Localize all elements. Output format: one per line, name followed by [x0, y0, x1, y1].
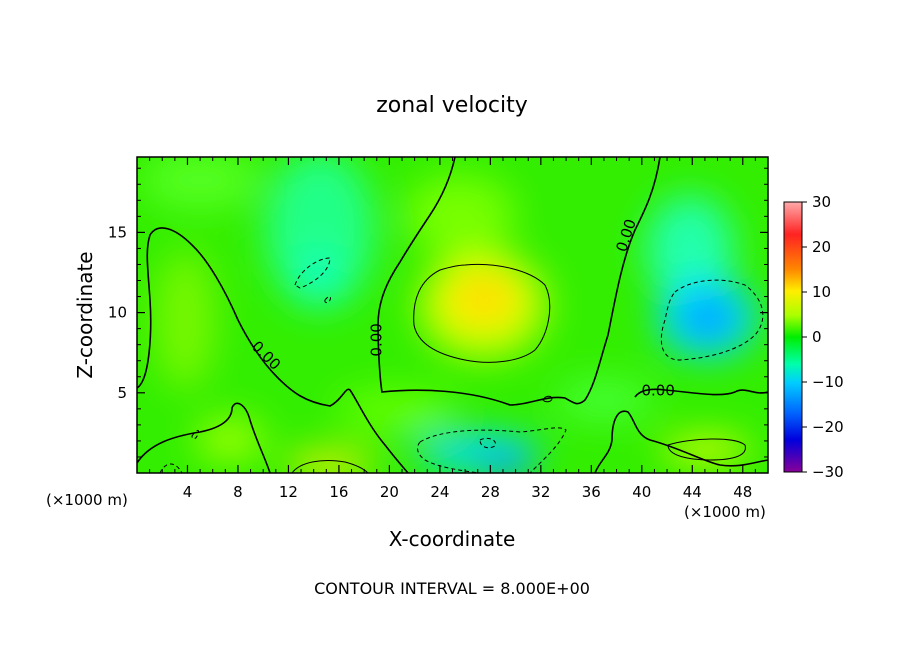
contour-8-center-max — [413, 263, 551, 363]
colorbar-tick-label: −10 — [812, 373, 844, 391]
x-tick-label: 24 — [430, 483, 449, 501]
contour-interval-note: CONTOUR INTERVAL = 8.000E+00 — [314, 579, 590, 598]
colorbar-tick-label: 0 — [812, 328, 822, 346]
zero-contour-left — [137, 227, 409, 473]
contour-neg8-bottom-small — [479, 437, 497, 449]
colorbar-gradient — [783, 201, 803, 473]
colorbar-tick-label: 20 — [812, 238, 831, 256]
x-tick-label: 20 — [380, 483, 399, 501]
x-unit-left: (×1000 m) — [46, 491, 128, 509]
x-tick-label: 32 — [531, 483, 550, 501]
contour-8-lower-right-max — [667, 438, 746, 461]
contour-neg8-upper-left — [294, 257, 331, 289]
zero-contour-lower-left — [137, 402, 271, 473]
x-tick-label: 28 — [481, 483, 500, 501]
y-tick-label: 10 — [108, 304, 127, 322]
zero-contour-lower-right — [594, 410, 768, 473]
plot-area: 0.00 0.000.000.00 — [137, 157, 768, 473]
colorbar: 30 20 10 0 −10 −20 −30 — [783, 193, 844, 481]
x-axis-label: X-coordinate — [389, 527, 516, 551]
contour-neg8-small — [324, 296, 331, 304]
contour-label: 0.00 — [642, 382, 675, 400]
x-tick-label: 16 — [329, 483, 348, 501]
colorbar-ticks: 30 20 10 0 −10 −20 −30 — [802, 193, 844, 481]
y-tick-label: 5 — [117, 384, 127, 402]
x-tick-label: 44 — [683, 483, 702, 501]
zero-contour-center — [377, 157, 661, 406]
colorbar-tick-label: 30 — [812, 193, 831, 211]
colorbar-tick-label: 10 — [812, 283, 831, 301]
contour-neg8-bottom — [417, 427, 567, 473]
x-tick-label: 4 — [183, 483, 193, 501]
x-tick-label: 36 — [582, 483, 601, 501]
y-axis: 5 10 15 — [108, 167, 768, 458]
x-axis: 4 8 12 16 20 24 28 32 36 40 44 48 — [149, 157, 756, 501]
x-tick-label: 8 — [233, 483, 243, 501]
x-tick-label: 48 — [733, 483, 752, 501]
y-axis-label: Z-coordinate — [73, 251, 97, 378]
chart-title: zonal velocity — [376, 93, 528, 118]
small-contour-loop — [542, 395, 553, 403]
colorbar-tick-label: −30 — [812, 463, 844, 481]
contour-neg8-right — [660, 279, 764, 361]
zero-contour-right — [634, 388, 768, 398]
contour-label: 0.00 — [367, 323, 385, 356]
y-tick-label: 15 — [108, 223, 127, 241]
x-tick-label: 12 — [279, 483, 298, 501]
x-tick-label: 40 — [632, 483, 651, 501]
dashed-contours — [159, 257, 764, 473]
colorbar-tick-label: −20 — [812, 418, 844, 436]
heatmap-field — [140, 157, 757, 473]
contour-neg8-bottom-left — [159, 463, 183, 473]
x-unit-right: (×1000 m) — [684, 503, 766, 521]
